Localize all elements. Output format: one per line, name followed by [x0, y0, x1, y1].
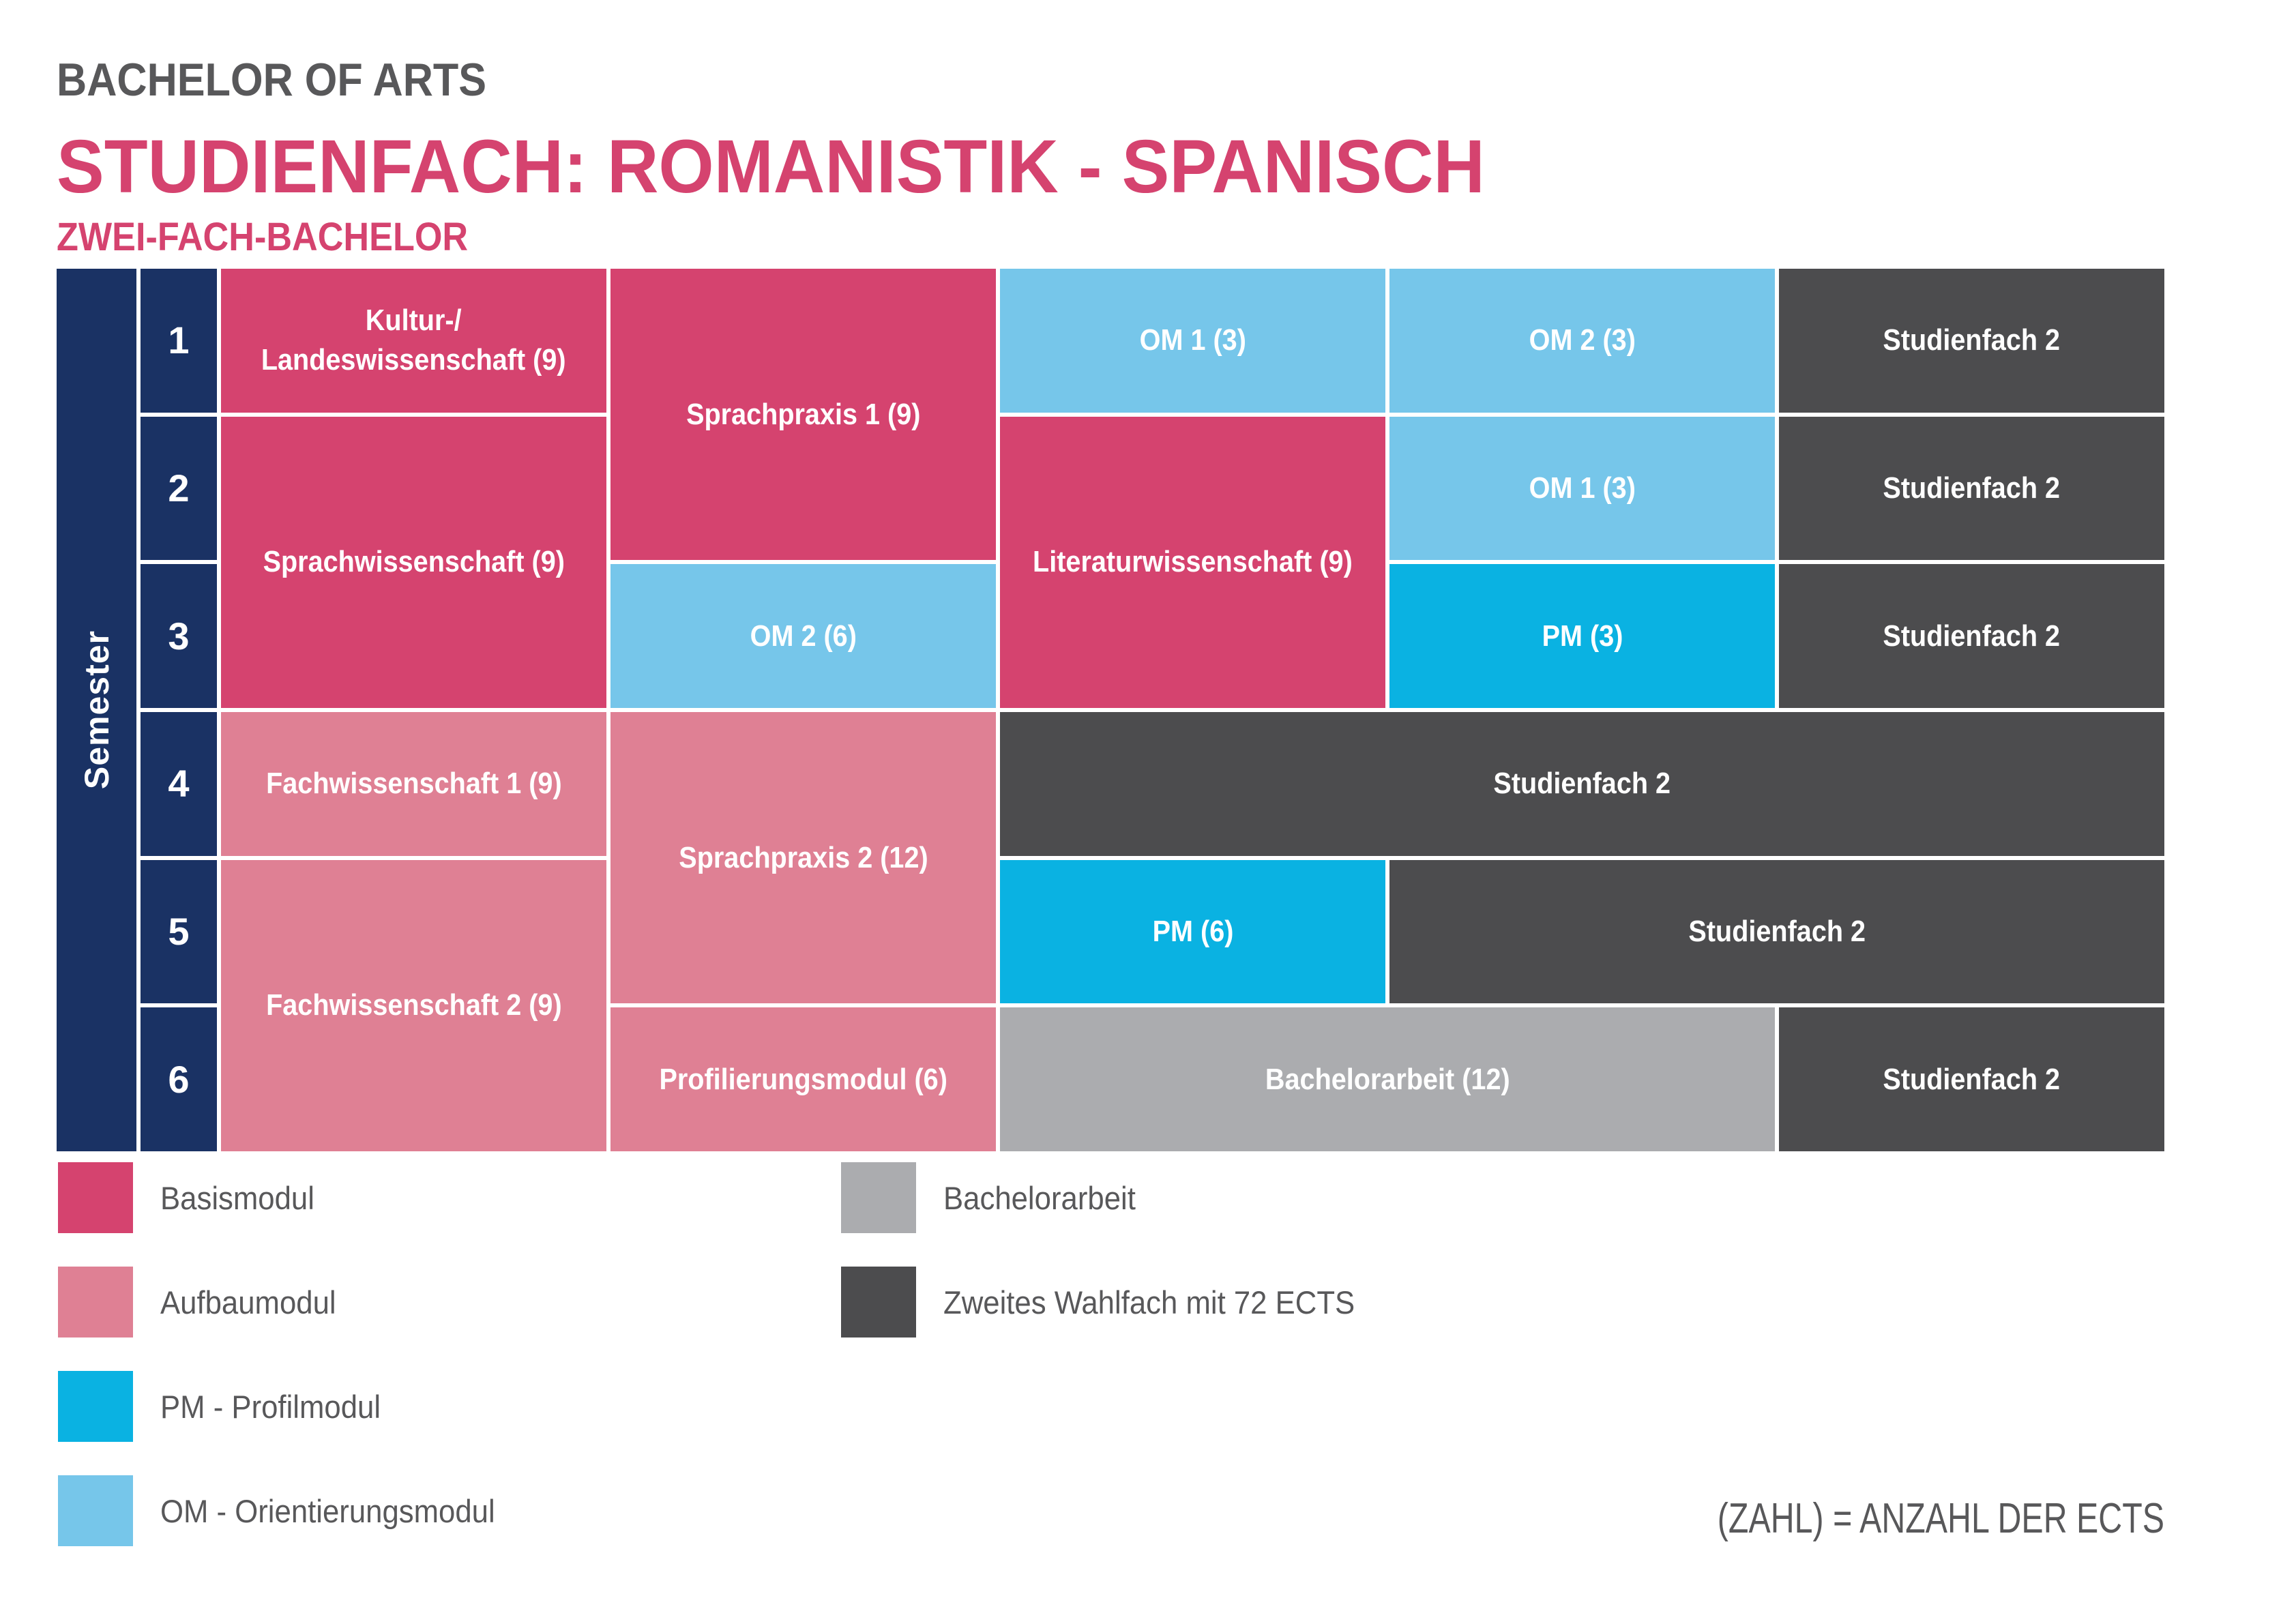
module-cell-label: Studienfach 2 [1493, 767, 1671, 801]
legend-item-bachelorarbeit: Bachelorarbeit [841, 1162, 1150, 1233]
semester-number-label: 2 [168, 467, 190, 510]
module-cell-kultur-landeswissenschaft: Kultur-/ Landeswissenschaft (9) [221, 269, 606, 413]
module-cell-sprachpraxis-2: Sprachpraxis 2 (12) [610, 712, 996, 1004]
degree-heading: BACHELOR OF ARTS [57, 54, 487, 106]
module-cell-label: PM (3) [1542, 619, 1623, 653]
legend-label: Basismodul [160, 1179, 314, 1216]
module-cell-studienfach2-sem4: Studienfach 2 [1000, 712, 2164, 856]
module-cell-label: Sprachpraxis 1 (9) [686, 397, 921, 431]
module-cell-sprachwissenschaft: Sprachwissenschaft (9) [221, 416, 606, 708]
semester-number-5: 5 [141, 859, 217, 1004]
module-cell-label: Fachwissenschaft 1 (9) [265, 767, 562, 801]
module-cell-pm-3: PM (3) [1389, 564, 1775, 708]
legend-item-aufbaumodul: Aufbaumodul [58, 1267, 349, 1337]
legend-label: Bachelorarbeit [943, 1179, 1136, 1216]
semester-number-6: 6 [141, 1007, 217, 1151]
module-cell-label: Studienfach 2 [1883, 471, 2061, 505]
module-cell-bachelorarbeit: Bachelorarbeit (12) [1000, 1007, 1775, 1151]
module-cell-studienfach2-sem6: Studienfach 2 [1779, 1007, 2164, 1151]
module-cell-label: Sprachpraxis 2 (12) [678, 840, 928, 874]
module-cell-sprachpraxis-1: Sprachpraxis 1 (9) [610, 269, 996, 561]
page-title: STUDIENFACH: ROMANISTIK - SPANISCH [57, 125, 1485, 209]
legend-label: PM - Profilmodul [160, 1388, 381, 1425]
module-cell-label: Sprachwissenschaft (9) [263, 545, 565, 579]
aufbaumodul-color-swatch [58, 1267, 133, 1337]
semester-number-label: 3 [168, 614, 190, 657]
module-cell-label: OM 1 (3) [1139, 323, 1246, 357]
module-cell-label: OM 1 (3) [1529, 471, 1636, 505]
module-cell-profilierungsmodul: Profilierungsmodul (6) [610, 1007, 996, 1151]
legend-label: Aufbaumodul [160, 1284, 336, 1320]
module-cell-studienfach2-sem5: Studienfach 2 [1389, 859, 2164, 1004]
zweites-wahlfach-color-swatch [841, 1267, 916, 1337]
legend-item-basismodul: Basismodul [58, 1162, 326, 1233]
module-cell-label: Fachwissenschaft 2 (9) [265, 988, 562, 1022]
semester-axis: Semester [57, 269, 136, 1151]
semester-number-label: 1 [168, 319, 190, 362]
profilmodul-color-swatch [58, 1371, 133, 1442]
semester-axis-label: Semester [77, 630, 116, 790]
module-cell-label: PM (6) [1152, 914, 1233, 948]
module-cell-label: Kultur-/ Landeswissenschaft (9) [261, 304, 566, 377]
module-cell-label: Studienfach 2 [1883, 323, 2061, 357]
module-cell-studienfach2-sem1: Studienfach 2 [1779, 269, 2164, 413]
module-cell-label: Studienfach 2 [1883, 619, 2061, 653]
module-cell-om2-sem1: OM 2 (3) [1389, 269, 1775, 413]
module-cell-fachwissenschaft-1: Fachwissenschaft 1 (9) [221, 712, 606, 856]
legend-item-zweites-wahlfach: Zweites Wahlfach mit 72 ECTS [841, 1267, 1386, 1337]
semester-number-3: 3 [141, 564, 217, 708]
module-cell-om1-sem2: OM 1 (3) [1389, 416, 1775, 561]
module-cell-fachwissenschaft-2: Fachwissenschaft 2 (9) [221, 859, 606, 1151]
bachelorarbeit-color-swatch [841, 1162, 916, 1233]
orientierungsmodul-color-swatch [58, 1475, 133, 1546]
legend-item-orientierungsmodul: OM - Orientierungsmodul [58, 1475, 520, 1546]
module-cell-studienfach2-sem2: Studienfach 2 [1779, 416, 2164, 561]
legend-label: Zweites Wahlfach mit 72 ECTS [943, 1284, 1355, 1320]
module-cell-om1-sem1: OM 1 (3) [1000, 269, 1385, 413]
ects-note: (ZAHL) = ANZAHL DER ECTS [1717, 1495, 2164, 1542]
module-cell-label: Literaturwissenschaft (9) [1033, 545, 1353, 579]
semester-number-label: 4 [168, 762, 190, 806]
module-cell-om2-6: OM 2 (6) [610, 564, 996, 708]
module-cell-label: Profilierungsmodul (6) [659, 1062, 947, 1096]
legend-item-profilmodul: PM - Profilmodul [58, 1371, 397, 1442]
semester-number-2: 2 [141, 416, 217, 561]
legend-label: OM - Orientierungsmodul [160, 1492, 495, 1529]
module-cell-literaturwissenschaft: Literaturwissenschaft (9) [1000, 416, 1385, 708]
module-cell-label: Bachelorarbeit (12) [1265, 1062, 1510, 1096]
semester-number-1: 1 [141, 269, 217, 413]
module-cell-pm-6: PM (6) [1000, 859, 1385, 1004]
module-cell-label: OM 2 (6) [750, 619, 857, 653]
module-cell-label: OM 2 (3) [1529, 323, 1636, 357]
module-cell-studienfach2-sem3: Studienfach 2 [1779, 564, 2164, 708]
module-cell-label: Studienfach 2 [1883, 1062, 2061, 1096]
program-type-subtitle: ZWEI-FACH-BACHELOR [57, 215, 469, 259]
semester-number-label: 5 [168, 910, 190, 954]
semester-number-4: 4 [141, 712, 217, 856]
module-cell-label: Studienfach 2 [1688, 914, 1866, 948]
study-plan-grid: Semester 1 2 3 4 5 6 Kultur-/ Landeswiss… [57, 269, 2164, 1151]
semester-number-label: 6 [168, 1057, 190, 1101]
basismodul-color-swatch [58, 1162, 133, 1233]
